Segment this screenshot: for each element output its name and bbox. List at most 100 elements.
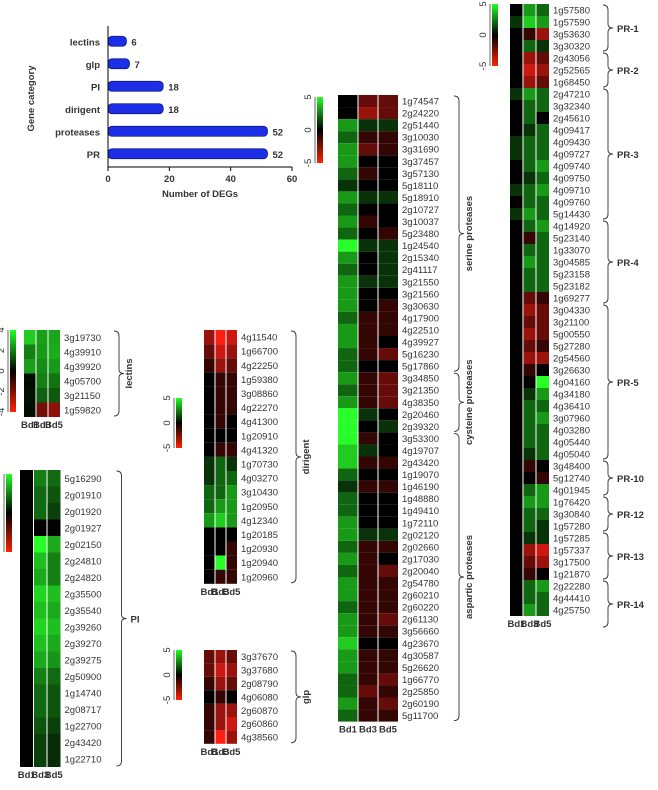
heatmap-cell <box>48 388 60 403</box>
gene-label: 1g74547 <box>402 97 439 108</box>
heatmap-cell <box>338 119 358 131</box>
heatmap-cell <box>510 4 523 16</box>
color-scale-tick: -4 <box>0 408 7 416</box>
gene-label: 2g15340 <box>402 253 439 264</box>
color-scale-tick: 0 <box>162 672 173 677</box>
heatmap-cell <box>338 517 358 529</box>
heatmap-cell <box>378 276 398 288</box>
heatmap-cell <box>523 64 536 76</box>
gene-label: 4g17900 <box>402 313 439 324</box>
heatmap-cell <box>378 264 398 276</box>
heatmap-cell <box>47 536 61 553</box>
column-label: Bd5 <box>45 770 64 781</box>
heatmap-cell <box>215 499 226 513</box>
heatmap-cell <box>378 613 398 625</box>
heatmap-cell <box>338 613 358 625</box>
heatmap-cell <box>536 76 549 88</box>
heatmap-cell <box>510 280 523 292</box>
gene-label: 3g04330 <box>553 306 590 317</box>
color-scale-tick: -5 <box>162 696 173 704</box>
heatmap-cell <box>338 601 358 613</box>
x-tick-label: 40 <box>225 174 236 185</box>
gene-label: 5g23140 <box>553 234 590 245</box>
heatmap-cell <box>536 364 549 376</box>
heatmap-cell <box>338 131 358 143</box>
gene-label: 2g22280 <box>553 582 590 593</box>
heatmap-cell <box>358 143 378 155</box>
column-label: Bd5 <box>379 725 398 736</box>
heatmap-cell <box>510 292 523 304</box>
gene-label: 1g57285 <box>553 534 590 545</box>
heatmap-cell <box>36 345 48 360</box>
heatmap-cell <box>338 167 358 179</box>
gene-label: 2g50900 <box>65 672 102 683</box>
gene-label: 2g39275 <box>65 655 102 666</box>
column-label: Bd5 <box>534 619 553 630</box>
heatmap-cell <box>536 388 549 400</box>
gene-label: 2g60190 <box>402 699 439 710</box>
heatmap-cell <box>34 668 48 685</box>
heatmap-cell <box>34 635 48 652</box>
heatmap-cell <box>358 469 378 481</box>
heatmap-cell <box>510 352 523 364</box>
gene-label: 3g30840 <box>553 510 590 521</box>
heatmap-cell <box>226 730 237 743</box>
heatmap-cell <box>523 568 536 580</box>
gene-label: 4g11540 <box>241 333 277 344</box>
bar <box>108 59 129 69</box>
heatmap-cell <box>338 228 358 240</box>
heatmap-cell <box>523 136 536 148</box>
heatmap-cell <box>24 345 36 360</box>
color-scale-tick: 0 <box>0 549 3 554</box>
gene-label: 1g14740 <box>65 688 102 699</box>
heatmap-cell <box>523 544 536 556</box>
heatmap-cell <box>523 184 536 196</box>
heatmap-cell <box>378 432 398 444</box>
heatmap-cell <box>536 484 549 496</box>
gene-label: 2g24810 <box>65 556 102 567</box>
heatmap-cell <box>536 376 549 388</box>
group-label: cysteine proteases <box>464 360 475 446</box>
bar <box>108 126 267 136</box>
heatmap-cell <box>20 751 34 768</box>
gene-label: 4g01945 <box>553 486 590 497</box>
gene-label: 3g57130 <box>402 169 439 180</box>
heatmap-cell <box>358 420 378 432</box>
heatmap-cell <box>34 470 48 487</box>
group-label: PR-2 <box>617 66 639 77</box>
heatmap-cell <box>523 352 536 364</box>
heatmap-cell <box>215 429 226 443</box>
gene-label: 2g39260 <box>65 622 102 633</box>
heatmap-cell <box>523 520 536 532</box>
color-scale-tick: 0 <box>303 127 314 132</box>
gene-label: 2g24220 <box>402 109 439 120</box>
heatmap-cell <box>378 553 398 565</box>
heatmap-cell <box>204 429 215 443</box>
gene-label: 3g37670 <box>241 652 278 663</box>
gene-label: 2g02660 <box>402 542 439 553</box>
heatmap-cell <box>358 565 378 577</box>
heatmap-cell <box>536 4 549 16</box>
gene-label: 3g21150 <box>64 391 100 402</box>
heatmap-cell <box>204 570 215 584</box>
color-scale-tick: 0 <box>162 420 173 425</box>
bar-value-label: 18 <box>168 105 179 116</box>
heatmap-cell <box>358 131 378 143</box>
heatmap-cell <box>358 264 378 276</box>
heatmap-cell <box>338 143 358 155</box>
heatmap-cell <box>510 148 523 160</box>
heatmap-cell <box>226 527 237 541</box>
group-label: glp <box>301 690 312 704</box>
heatmap-cell <box>510 184 523 196</box>
heatmap-cell <box>20 701 34 718</box>
heatmap-cell <box>378 661 398 673</box>
gene-label: 2g52565 <box>553 66 590 77</box>
heatmap-cell <box>34 586 48 603</box>
gene-label: 4g22270 <box>241 403 278 414</box>
heatmap-cell <box>36 388 48 403</box>
heatmap-cell <box>215 443 226 457</box>
heatmap-cell <box>215 704 226 717</box>
heatmap-cell <box>215 570 226 584</box>
heatmap-cell <box>338 661 358 673</box>
heatmap-cell <box>378 384 398 396</box>
